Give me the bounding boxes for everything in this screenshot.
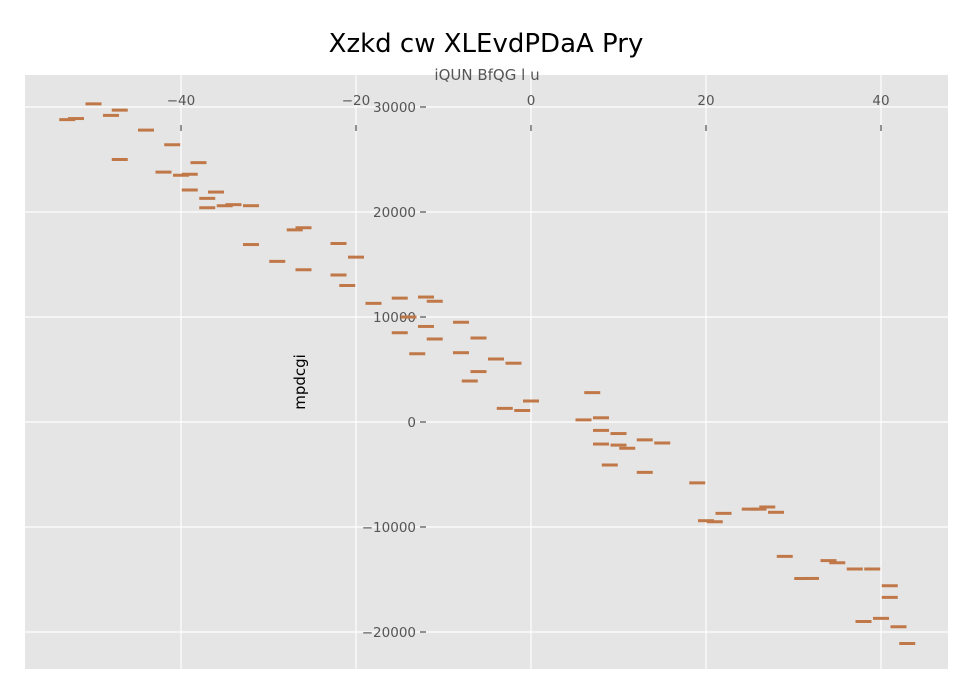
data-points (59, 102, 916, 646)
y-axis-label: mpdcgi (291, 354, 309, 410)
y-tick-label: 0 (407, 415, 416, 431)
y-tick-label: −20000 (362, 625, 416, 641)
x-tick-label: 20 (697, 93, 714, 109)
chart-title: Xzkd cw XLEvdPDaA Pry (329, 29, 644, 59)
y-tick-label: −10000 (362, 520, 416, 536)
y-tick-label: 10000 (373, 310, 416, 326)
x-tick-label: 0 (527, 93, 536, 109)
y-tick-label: 30000 (373, 100, 416, 116)
x-tick-label: −20 (342, 93, 371, 109)
x-axis-label: iQUN BfQG l u (434, 66, 539, 84)
x-tick-label: −40 (167, 93, 196, 109)
grid (25, 75, 948, 669)
axes: −40 −20 0 20 40 30000 20000 10000 0 −10000 −20000 (167, 93, 890, 641)
y-tick-label: 20000 (373, 205, 416, 221)
x-tick-label: 40 (872, 93, 889, 109)
